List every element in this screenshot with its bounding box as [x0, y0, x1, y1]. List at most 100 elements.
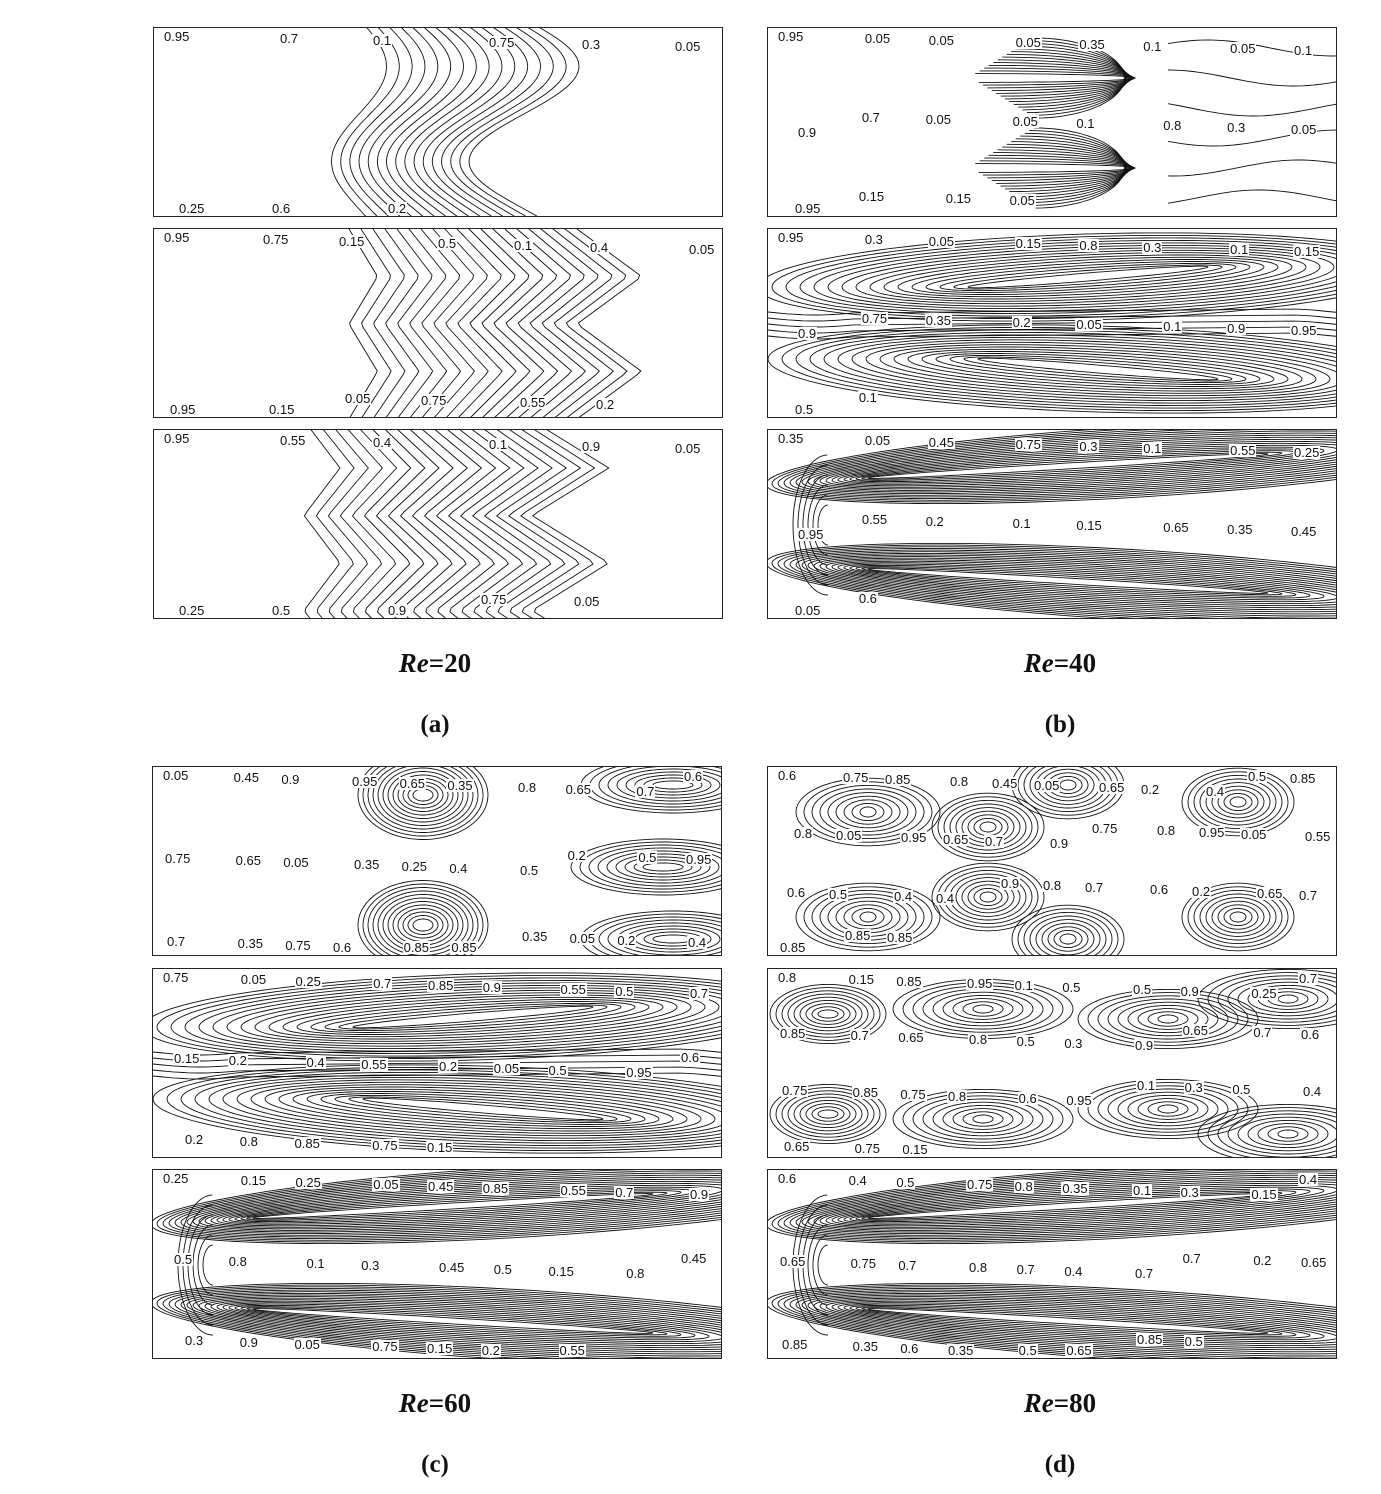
contour-lines: [975, 37, 1336, 209]
contour-value-label: 0.1: [1142, 441, 1163, 456]
contour-value-label: 0.15: [901, 1142, 929, 1157]
contour-value-label: 0.05: [1011, 114, 1039, 129]
contour-plot-c2: 0.75 0.05 0.25 0.7 0.85 0.9 0.55 0.5 0.7 0.15 0.2 0…: [152, 968, 722, 1158]
contour-value-label: 0.6: [1149, 881, 1170, 897]
contour-value-label: 0.5: [794, 402, 815, 417]
contour-value-label: 0.2: [438, 1059, 459, 1074]
contour-value-label: 0.5: [895, 1175, 916, 1190]
contour-value-label: 0.8: [777, 970, 798, 985]
contour-value-label: 0.4: [1302, 1083, 1323, 1099]
contour-plot-b1: 0.95 0.05 0.05 0.05 0.35 0.1 0.05 0.1 0.9 0.7 0.05…: [767, 27, 1337, 217]
subfigure-label-a: (a): [420, 711, 450, 738]
contour-value-label: 0.55: [558, 1343, 586, 1358]
contour-value-label: 0.15: [1014, 236, 1042, 251]
contour-value-label: 0.85: [844, 928, 872, 943]
contour-value-label: 0.2: [184, 1132, 205, 1147]
contour-value-label: 0.65: [1162, 520, 1190, 535]
contour-value-label: 0.55: [1229, 443, 1257, 458]
contour-value-label: 0.05: [1075, 317, 1103, 332]
contour-value-label: 0.3: [863, 232, 884, 247]
contour-value-label: 0.95: [351, 774, 379, 789]
contour-value-label: 0.15: [547, 1264, 575, 1279]
contour-value-label: 0.3: [1142, 240, 1163, 255]
contour-value-label: 0.95: [794, 201, 822, 216]
contour-value-label: 0.45: [427, 1179, 455, 1194]
contour-value-label: 0.7: [372, 976, 393, 991]
contour-value-label: 0.95: [1065, 1092, 1093, 1108]
contour-value-label: 0.25: [400, 859, 428, 874]
contour-value-label: 0.35: [236, 936, 264, 951]
contour-value-label: 0.3: [1183, 1079, 1204, 1095]
contour-value-label: 0.25: [294, 1175, 322, 1190]
contour-value-label: 0.35: [777, 431, 805, 446]
contour-value-label: 0.1: [513, 238, 534, 253]
reynolds-label-d: Re=80: [1023, 1388, 1097, 1418]
contour-lines: [153, 972, 721, 1154]
contour-value-label: 0.15: [426, 1140, 454, 1155]
contour-value-label: 0.75: [488, 35, 516, 50]
contour-value-label: 0.7: [897, 1258, 918, 1273]
contour-value-label: 0.7: [614, 1185, 635, 1200]
contour-value-label: 0.8: [517, 780, 538, 795]
contour-value-label: 0.6: [1017, 1090, 1038, 1106]
contour-value-label: 0.4: [935, 890, 956, 906]
contour-value-label: 0.15: [239, 1173, 268, 1188]
contour-value-label: 0.85: [450, 940, 478, 955]
contour-value-label: 0.55: [860, 512, 889, 527]
contour-value-label: 0.6: [683, 769, 704, 784]
contour-value-label: 0.65: [783, 1139, 811, 1154]
contour-value-label: 0.3: [184, 1333, 205, 1348]
contour-value-label: 0.95: [163, 431, 191, 446]
contour-value-label: 0.85: [293, 1136, 321, 1151]
contour-value-label: 0.5: [1231, 1081, 1252, 1097]
contour-lines: [331, 28, 580, 216]
contour-value-label: 0.35: [1226, 522, 1254, 537]
contour-value-label: 0.15: [268, 402, 296, 417]
contour-value-label: 0.05: [1008, 193, 1036, 208]
contour-lines: [768, 232, 1336, 414]
contour-value-label: 0.65: [1181, 1023, 1209, 1039]
contour-value-label: 0.7: [279, 31, 300, 46]
contour-value-label: 0.05: [794, 603, 822, 618]
contour-value-label: 0.75: [899, 1086, 927, 1102]
contour-value-label: 0.2: [1252, 1253, 1273, 1268]
contour-value-label: 0.9: [238, 1335, 259, 1350]
contour-value-label: 0.6: [777, 768, 798, 783]
contour-value-label: 0.85: [779, 1026, 807, 1042]
contour-value-label: 0.9: [481, 980, 502, 995]
contour-value-label: 0.55: [279, 433, 307, 448]
contour-value-label: 0.75: [849, 1256, 877, 1271]
contour-value-label: 0.05: [293, 1337, 321, 1352]
contour-value-label: 0.05: [573, 594, 601, 609]
contour-value-label: 0.75: [480, 592, 508, 607]
contour-value-label: 0.45: [991, 776, 1019, 791]
contour-value-label: 0.5: [1183, 1334, 1204, 1349]
contour-value-label: 0.05: [372, 1177, 400, 1192]
contour-value-label: 0.2: [387, 201, 408, 216]
reynolds-label-c: Re=60: [398, 1388, 472, 1418]
contour-value-label: 0.75: [853, 1141, 881, 1156]
contour-value-label: 0.1: [1075, 116, 1096, 131]
contour-value-label: 0.6: [786, 884, 807, 900]
contour-value-label: 0.15: [857, 189, 886, 204]
contour-value-label: 0.8: [1013, 1179, 1034, 1194]
contour-value-label: 0.4: [448, 861, 469, 876]
contour-value-label: 0.05: [688, 242, 716, 257]
contour-value-label: 0.35: [446, 778, 474, 793]
contour-value-label: 0.9: [280, 772, 301, 787]
contour-plot-c1: 0.05 0.45 0.9 0.95 0.65 0.35 0.8 0.65 0.7 0.6 0.75…: [152, 766, 722, 956]
contour-value-label: 0.3: [1179, 1185, 1200, 1200]
contour-value-label: 0.7: [1298, 887, 1319, 903]
contour-value-label: 0.7: [1084, 879, 1105, 895]
contour-value-label: 0.05: [674, 39, 702, 54]
contour-value-label: 0.1: [1229, 242, 1250, 257]
contour-value-label: 0.05: [863, 31, 892, 46]
contour-value-label: 0.5: [1017, 1343, 1038, 1358]
contour-value-label: 0.85: [884, 772, 912, 787]
contour-value-label: 0.75: [1091, 821, 1119, 837]
subfigure-label-b: (b): [1044, 711, 1076, 738]
contour-plot-d3: 0.6 0.4 0.5 0.75 0.8 0.35 0.1 0.3 0.15 0.4 0.65 0.7…: [767, 1169, 1337, 1359]
contour-value-label: 0.95: [169, 402, 197, 417]
contour-value-label: 0.05: [924, 112, 953, 127]
contour-value-label: 0.2: [595, 397, 616, 412]
